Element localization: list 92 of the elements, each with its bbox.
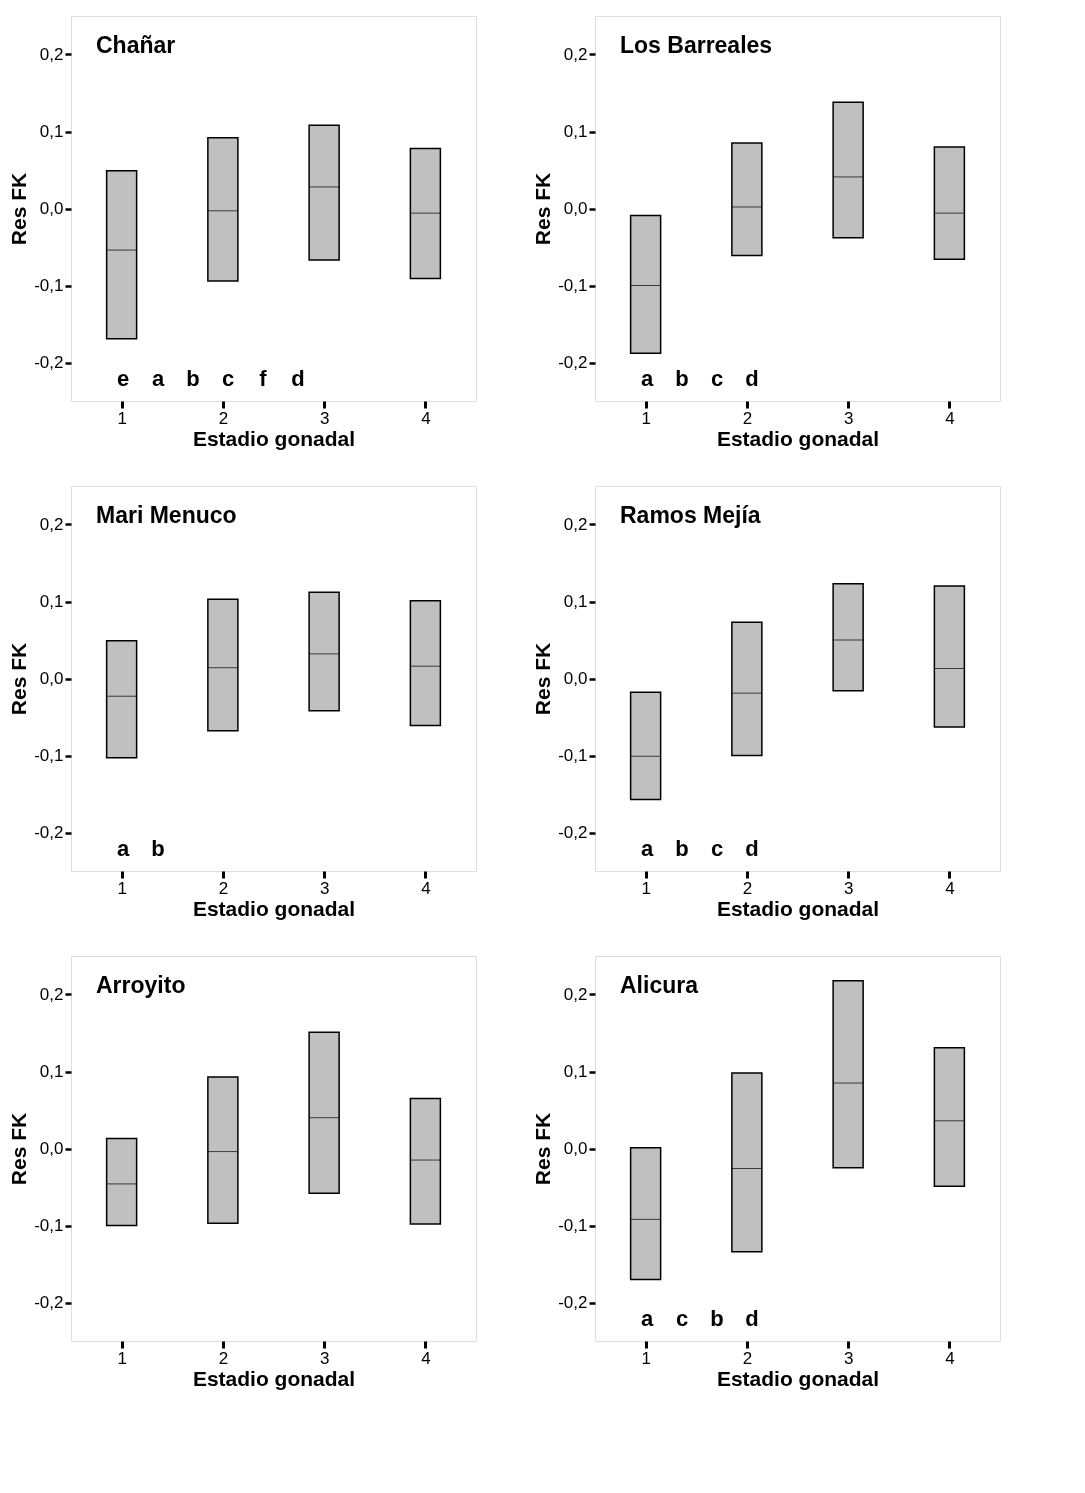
x-tick-label: 4 [945, 1348, 955, 1368]
annotation: c [710, 366, 724, 391]
annotation: d [291, 366, 305, 391]
x-tick-label: 2 [218, 878, 229, 898]
x-axis-title: Estadio gonadal [192, 896, 356, 920]
y-tick-label: 0,0 [39, 1139, 64, 1158]
y-axis-title: Res FK [531, 172, 555, 246]
x-tick-label: 4 [421, 1348, 431, 1368]
annotation: d [745, 836, 759, 861]
text: Chañar [96, 32, 176, 58]
y-tick-label: 0,1 [39, 1062, 64, 1081]
annotation: a [640, 366, 654, 391]
x-tick-label: 1 [117, 1348, 127, 1368]
x-tick-label: 3 [843, 408, 854, 428]
y-tick-label: 0,0 [39, 199, 64, 218]
x-tick-label: 3 [319, 1348, 330, 1368]
text: Los Barreales [620, 32, 773, 58]
annotation: a [116, 836, 130, 861]
y-axis-title: Res FK [7, 642, 31, 716]
y-tick-label: -0,1 [34, 276, 64, 295]
x-tick-label: 2 [218, 408, 229, 428]
y-tick-label: 0,2 [39, 45, 64, 64]
y-tick-label: 0,1 [563, 592, 588, 611]
x-tick-label: 4 [421, 878, 431, 898]
annotation: b [675, 836, 689, 861]
y-tick-label: 0,0 [563, 199, 588, 218]
y-tick-label: 0,0 [39, 669, 64, 688]
y-tick-label: 0,1 [39, 122, 64, 141]
y-tick-label: 0,2 [563, 45, 588, 64]
y-tick-label: -0,1 [558, 276, 588, 295]
annotation: a [640, 836, 654, 861]
annotation: c [221, 366, 235, 391]
y-tick-label: 0,1 [563, 122, 588, 141]
y-tick-label: 0,2 [563, 985, 588, 1004]
annotation: d [745, 366, 759, 391]
x-axis-title: Estadio gonadal [192, 1366, 356, 1390]
x-tick-label: 4 [945, 408, 955, 428]
x-tick-label: 1 [641, 1348, 651, 1368]
x-tick-label: 2 [218, 1348, 229, 1368]
x-tick-label: 2 [742, 878, 753, 898]
x-tick-label: 3 [319, 878, 330, 898]
text: Arroyito [96, 972, 186, 998]
x-tick-label: 3 [843, 878, 854, 898]
y-tick-label: -0,1 [34, 1216, 64, 1235]
annotation: b [151, 836, 165, 861]
y-tick-label: 0,0 [563, 669, 588, 688]
annotation: a [151, 366, 165, 391]
x-axis-title: Estadio gonadal [192, 426, 356, 450]
y-tick-label: -0,2 [34, 1293, 64, 1312]
y-tick-label: -0,2 [558, 1293, 588, 1312]
x-tick-label: 2 [742, 408, 753, 428]
x-tick-label: 2 [742, 1348, 753, 1368]
y-tick-label: 0,0 [563, 1139, 588, 1158]
x-tick-label: 3 [319, 408, 330, 428]
annotation: b [675, 366, 689, 391]
annotation: b [186, 366, 200, 391]
x-tick-label: 4 [945, 878, 955, 898]
x-tick-label: 1 [641, 408, 651, 428]
text: Alicura [620, 972, 699, 998]
text: Ramos Mejía [620, 502, 761, 528]
y-tick-label: -0,1 [34, 746, 64, 765]
y-axis-title: Res FK [531, 642, 555, 716]
y-tick-label: 0,2 [39, 985, 64, 1004]
y-axis-title: Res FK [7, 172, 31, 246]
annotation: c [675, 1306, 689, 1331]
x-axis-title: Estadio gonadal [716, 426, 880, 450]
y-tick-label: -0,2 [34, 353, 64, 372]
y-tick-label: -0,2 [34, 823, 64, 842]
x-tick-label: 4 [421, 408, 431, 428]
y-tick-label: 0,1 [39, 592, 64, 611]
y-tick-label: -0,2 [558, 823, 588, 842]
annotation: c [710, 836, 724, 861]
y-tick-label: -0,1 [558, 746, 588, 765]
y-tick-label: 0,2 [563, 515, 588, 534]
x-axis-title: Estadio gonadal [716, 896, 880, 920]
annotation: f [259, 366, 268, 391]
y-axis-title: Res FK [7, 1112, 31, 1186]
x-tick-label: 3 [843, 1348, 854, 1368]
x-axis-title: Estadio gonadal [716, 1366, 880, 1390]
y-tick-label: 0,2 [39, 515, 64, 534]
annotation: e [116, 366, 130, 391]
y-tick-label: -0,2 [558, 353, 588, 372]
annotation: b [710, 1306, 724, 1331]
x-tick-label: 1 [117, 408, 127, 428]
y-tick-label: -0,1 [558, 1216, 588, 1235]
text: Mari Menuco [96, 502, 237, 528]
x-tick-label: 1 [117, 878, 127, 898]
y-axis-title: Res FK [531, 1112, 555, 1186]
y-tick-label: 0,1 [563, 1062, 588, 1081]
x-tick-label: 1 [641, 878, 651, 898]
annotation: d [745, 1306, 759, 1331]
annotation: a [640, 1306, 654, 1331]
